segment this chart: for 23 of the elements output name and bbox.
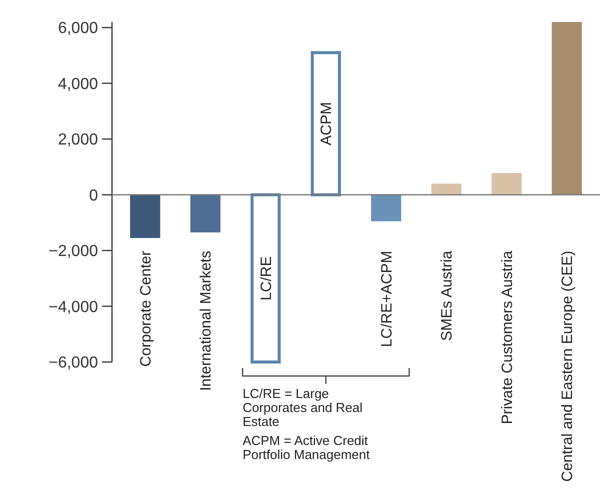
bar xyxy=(371,194,402,222)
x-tick-label: Central and Eastern Europe (CEE) xyxy=(559,250,576,482)
text: LC/RE = Large Corporates and Real Estate xyxy=(242,386,363,429)
x-tick-label: SMEs Austria xyxy=(438,250,456,341)
x-tick-label: International Markets xyxy=(198,250,215,391)
text: ACPM = Active Credit Portfolio Management xyxy=(242,433,370,462)
bar xyxy=(431,184,462,195)
bar xyxy=(552,22,582,195)
y-tick-label: 0 xyxy=(89,187,98,204)
x-tick-label: LC/RE xyxy=(258,256,275,300)
x-tick-label: LC/RE+ACPM xyxy=(378,250,396,348)
bar xyxy=(492,173,522,195)
y-tick-label: 2,000 xyxy=(58,132,98,149)
y-tick-label: −4,000 xyxy=(48,298,98,316)
x-tick-label: ACPM xyxy=(318,102,336,146)
x-tick-label: Private Customers Austria xyxy=(498,250,516,424)
bar xyxy=(130,194,160,238)
y-tick-label: 6,000 xyxy=(58,20,98,38)
y-tick-label: −6,000 xyxy=(48,354,98,372)
y-tick-label: −2,000 xyxy=(48,243,98,260)
x-tick-label: Corporate Center xyxy=(137,250,154,367)
bar xyxy=(190,194,220,232)
y-tick-label: 4,000 xyxy=(58,76,98,93)
